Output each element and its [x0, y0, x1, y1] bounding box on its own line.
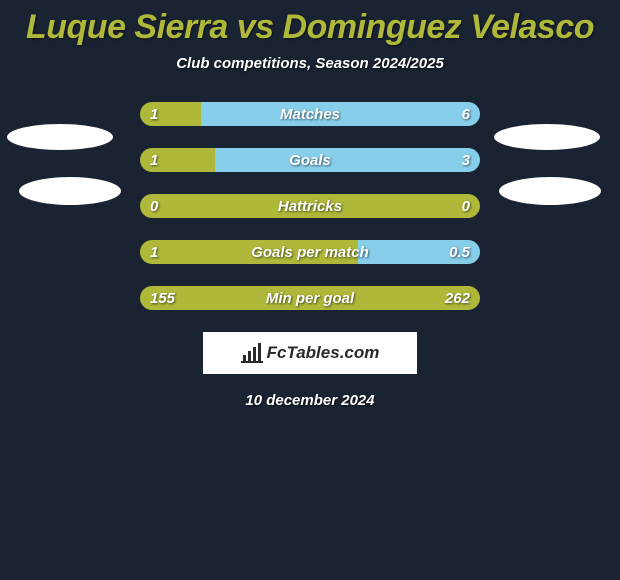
bar-left — [140, 240, 358, 264]
brand-logo: FcTables.com — [203, 332, 417, 374]
title: Luque Sierra vs Dominguez Velasco — [0, 0, 620, 47]
stat-right-value: 262 — [445, 286, 470, 310]
stat-row-matches: 1 Matches 6 — [140, 102, 480, 126]
brand-text: FcTables.com — [267, 343, 380, 363]
comparison-card: Luque Sierra vs Dominguez Velasco Club c… — [0, 0, 620, 580]
stat-row-goals: 1 Goals 3 — [140, 148, 480, 172]
stat-right-value: 6 — [462, 102, 470, 126]
bar-chart-icon — [241, 343, 263, 363]
stat-left-value: 1 — [150, 148, 158, 172]
stat-left-value: 0 — [150, 194, 158, 218]
stat-right-value: 3 — [462, 148, 470, 172]
stat-left-value: 1 — [150, 240, 158, 264]
stats-block: 1 Matches 6 1 Goals 3 0 Hattricks 0 1 Go… — [0, 102, 620, 310]
stat-right-value: 0 — [462, 194, 470, 218]
subtitle: Club competitions, Season 2024/2025 — [0, 55, 620, 72]
bar-left — [140, 194, 480, 218]
stat-row-hattricks: 0 Hattricks 0 — [140, 194, 480, 218]
bar-right — [215, 148, 480, 172]
date: 10 december 2024 — [0, 392, 620, 409]
bar-right — [201, 102, 480, 126]
stat-left-value: 1 — [150, 102, 158, 126]
stat-left-value: 155 — [150, 286, 175, 310]
stat-row-mpg: 155 Min per goal 262 — [140, 286, 480, 310]
stat-right-value: 0.5 — [449, 240, 470, 264]
bar-left — [140, 286, 480, 310]
stat-row-gpm: 1 Goals per match 0.5 — [140, 240, 480, 264]
